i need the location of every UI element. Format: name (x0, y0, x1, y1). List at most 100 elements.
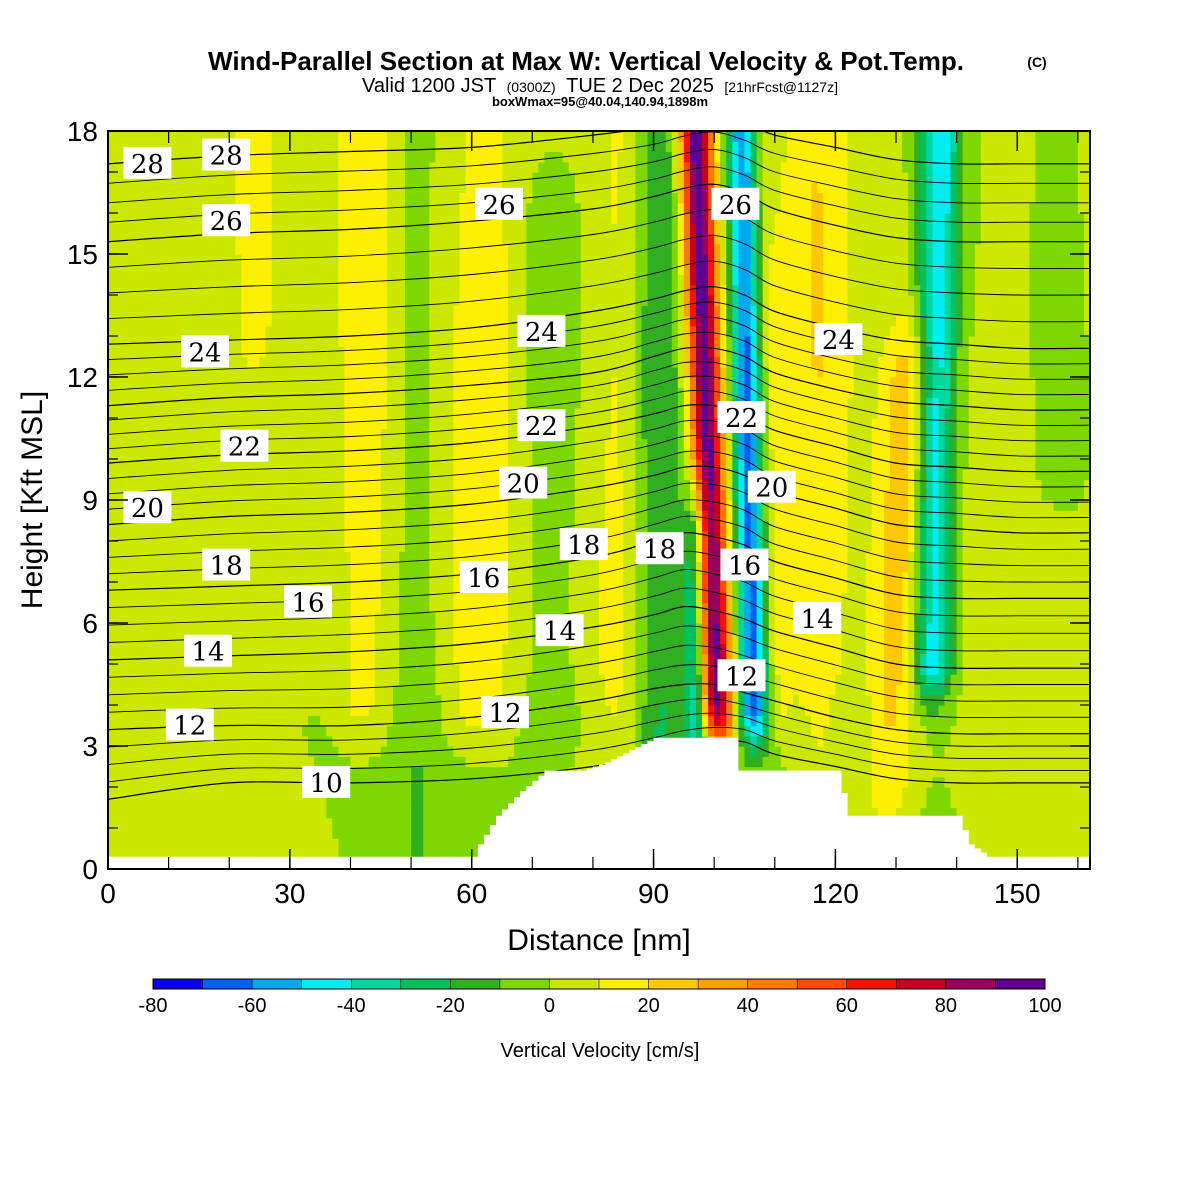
field-cell (1065, 684, 1073, 696)
field-cell (301, 664, 309, 675)
field-cell (1047, 817, 1055, 829)
field-cell (229, 612, 236, 624)
field-cell (405, 602, 412, 614)
field-cell (314, 705, 321, 716)
field-cell (1023, 705, 1030, 716)
field-cell (708, 684, 715, 696)
field-cell (502, 592, 509, 604)
field-cell (938, 571, 946, 583)
field-cell (708, 551, 715, 563)
field-cell (247, 766, 255, 778)
field-cell (417, 838, 424, 850)
field-cell (732, 694, 740, 706)
field-cell (574, 705, 582, 716)
field-cell (138, 684, 145, 696)
field-cell (968, 592, 976, 604)
field-cell (362, 848, 370, 860)
field-cell (229, 674, 236, 686)
field-cell (168, 797, 176, 809)
field-cell (344, 838, 352, 850)
field-cell (647, 582, 655, 593)
field-cell (1083, 694, 1090, 706)
field-cell (538, 705, 546, 716)
field-cell (902, 674, 909, 686)
field-cell (865, 807, 873, 819)
field-cell (1077, 828, 1085, 839)
field-cell (368, 838, 376, 850)
field-cell (386, 633, 394, 645)
field-cell (980, 817, 988, 829)
field-cell (968, 797, 976, 809)
field-cell (277, 602, 285, 614)
field-cell (841, 612, 849, 624)
field-cell (550, 643, 558, 655)
field-cell (380, 715, 388, 727)
field-cell (847, 725, 855, 737)
field-cell (835, 756, 843, 768)
field-cell (368, 787, 376, 798)
field-cell (447, 705, 455, 716)
field-cell (374, 735, 382, 747)
field-cell (871, 664, 879, 675)
field-cell (962, 705, 970, 716)
field-cell (702, 602, 709, 614)
field-cell (223, 664, 230, 675)
field-cell (980, 612, 988, 624)
field-cell (1065, 725, 1073, 737)
field-cell (1059, 756, 1067, 768)
field-cell (871, 797, 879, 809)
field-cell (653, 602, 661, 614)
field-cell (253, 735, 261, 747)
field-cell (859, 756, 867, 768)
field-cell (538, 653, 546, 665)
field-cell (550, 735, 558, 747)
field-cell (235, 643, 242, 655)
field-cell (883, 797, 891, 809)
field-cell (993, 602, 1000, 614)
field-cell (211, 787, 218, 798)
field-cell (441, 582, 449, 593)
field-cell (908, 561, 915, 573)
field-cell (411, 817, 418, 829)
field-cell (750, 623, 758, 634)
field-cell (326, 653, 333, 665)
field-cell (1035, 828, 1043, 839)
field-cell (320, 664, 327, 675)
field-cell (926, 633, 933, 645)
field-cell (471, 787, 479, 798)
field-cell (301, 643, 309, 655)
field-cell (211, 694, 218, 706)
field-cell (695, 592, 703, 604)
field-cell (211, 807, 218, 819)
field-cell (417, 817, 424, 829)
field-cell (447, 715, 455, 727)
field-cell (562, 602, 570, 614)
field-cell (114, 582, 121, 593)
field-cell (350, 674, 358, 686)
field-cell (920, 643, 927, 655)
field-cell (120, 694, 127, 706)
field-cell (162, 828, 170, 839)
field-cell (126, 787, 133, 798)
field-cell (1077, 807, 1085, 819)
field-cell (132, 623, 139, 634)
field-cell (229, 766, 236, 778)
field-cell (405, 633, 412, 645)
field-cell (156, 592, 164, 604)
field-cell (805, 571, 812, 583)
field-cell (362, 633, 370, 645)
field-cell (526, 756, 533, 768)
field-cell (295, 674, 303, 686)
field-cell (1065, 664, 1073, 675)
field-cell (556, 746, 564, 757)
field-cell (441, 592, 449, 604)
field-cell (1035, 602, 1043, 614)
field-cell (241, 838, 249, 850)
field-cell (314, 551, 321, 563)
field-cell (380, 674, 388, 686)
field-cell (1077, 694, 1085, 706)
field-cell (405, 746, 412, 757)
field-cell (423, 838, 430, 850)
field-cell (835, 592, 843, 604)
field-cell (435, 643, 442, 655)
